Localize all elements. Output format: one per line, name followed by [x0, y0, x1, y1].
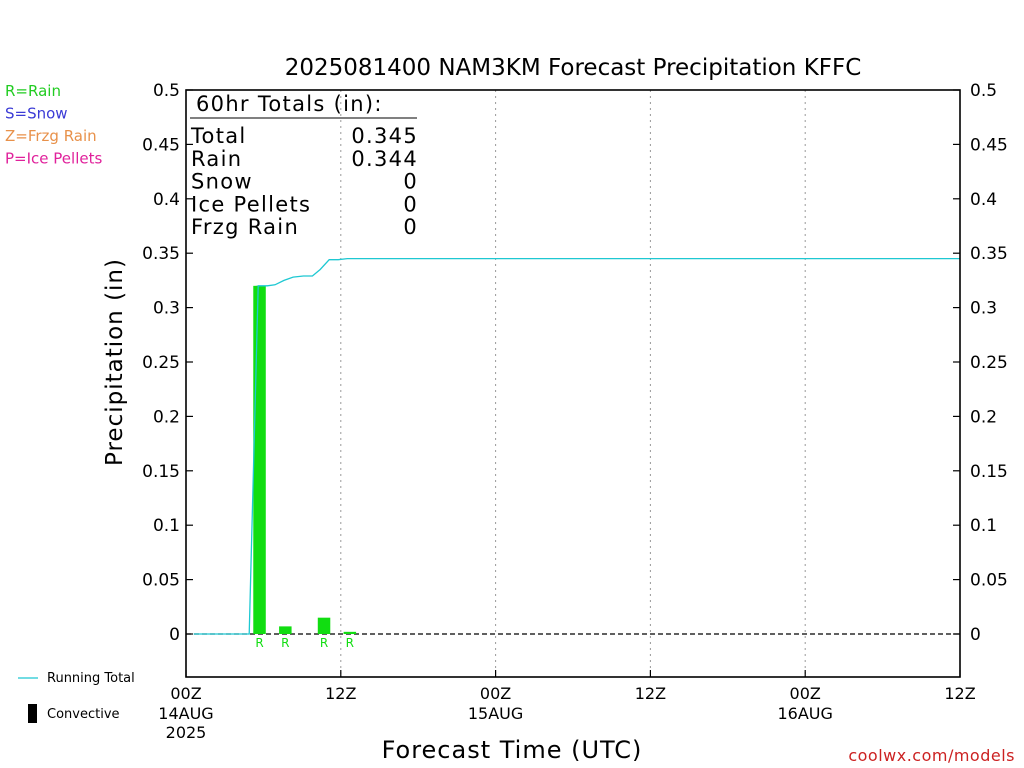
totals-row-value: 0: [403, 215, 418, 239]
totals-row-value: 0.344: [351, 147, 418, 171]
y-tick-label: 0: [169, 625, 180, 645]
precip-bar: [343, 631, 357, 634]
totals-heading: 60hr Totals (in):: [196, 92, 383, 116]
precip-bar: [317, 617, 331, 634]
y-tick-label: 0.35: [970, 244, 1008, 264]
precip-bar: [279, 626, 292, 634]
chart-title: 2025081400 NAM3KM Forecast Precipitation…: [285, 55, 862, 81]
y-axis-left: 0 0.05 0.1 0.15 0.2 0.25 0.3 0.35 0.4 0.45 0.5: [142, 81, 193, 645]
x-tick-label: 00Z: [480, 684, 511, 703]
vertical-gridlines: [340, 90, 806, 677]
precip-type-label: R: [346, 636, 354, 650]
totals-row-label: Total: [190, 124, 247, 148]
precip-type-label: R: [320, 636, 328, 650]
y-tick-label: 0.5: [153, 81, 180, 101]
x-axis-label: Forecast Time (UTC): [382, 736, 643, 764]
plot-frame: [185, 89, 961, 678]
y-tick-label: 0.3: [153, 299, 180, 319]
x-tick-label: 12Z: [944, 684, 975, 703]
totals-row-label: Rain: [191, 147, 242, 171]
convective-legend-swatch: [28, 704, 37, 723]
y-tick-label: 0.1: [970, 516, 997, 536]
y-tick-label: 0.15: [142, 462, 180, 482]
y-tick-label: 0.4: [970, 190, 997, 210]
x-tick-label: 00Z: [790, 684, 821, 703]
y-tick-label: 0.15: [970, 462, 1008, 482]
y-tick-label: 0.1: [153, 516, 180, 536]
credit-text: coolwx.com/models: [848, 746, 1015, 765]
x-tick-label: 12Z: [635, 684, 666, 703]
y-tick-label: 0.25: [142, 353, 180, 373]
y-tick-label: 0.45: [142, 135, 180, 155]
y-tick-label: 0.4: [153, 190, 180, 210]
y-tick-label: 0: [970, 625, 981, 645]
y-tick-label: 0.2: [153, 407, 180, 427]
precip-type-legend-entry: R=Rain: [5, 82, 61, 100]
y-tick-label: 0.05: [142, 571, 180, 591]
y-tick-label: 0.35: [142, 244, 180, 264]
convective-legend-label: Convective: [47, 707, 120, 722]
x-tick-sublabel: 14AUG: [158, 704, 213, 723]
totals-row-label: Snow: [191, 170, 253, 194]
x-tick-sublabel: 15AUG: [468, 704, 523, 723]
running-total-legend-label: Running Total: [47, 671, 135, 686]
totals-box: 60hr Totals (in): Total 0.345 Rain 0.344 Snow…: [190, 92, 418, 239]
totals-row-value: 0: [403, 170, 418, 194]
y-tick-label: 0.05: [970, 571, 1008, 591]
y-tick-label: 0.2: [970, 407, 997, 427]
x-tick-label: 00Z: [170, 684, 201, 703]
precip-type-label: R: [255, 636, 263, 650]
totals-row-value: 0: [403, 192, 418, 216]
precip-type-legend-entry: Z=Frzg Rain: [5, 127, 97, 145]
x-tick-label: 12Z: [325, 684, 356, 703]
totals-row-value: 0.345: [351, 124, 418, 148]
totals-row-label: Ice Pellets: [191, 192, 311, 216]
series-legend: Running Total Convective: [18, 671, 135, 723]
x-tick-sublabel: 16AUG: [777, 704, 832, 723]
convective-bar: [255, 285, 261, 634]
y-axis-right: 0 0.05 0.1 0.15 0.2 0.25 0.3 0.35 0.4 0.45 0.5: [953, 81, 1008, 645]
running-total-line: [193, 257, 960, 635]
y-tick-label: 0.45: [970, 135, 1008, 155]
precip-type-legend-entry: P=Ice Pellets: [5, 150, 102, 168]
precip-type-legend-entry: S=Snow: [5, 105, 68, 123]
precip-type-label: R: [281, 636, 289, 650]
precip-type-legend: R=Rain S=Snow Z=Frzg Rain P=Ice Pellets: [5, 82, 102, 168]
y-tick-label: 0.3: [970, 299, 997, 319]
y-axis-label: Precipitation (in): [102, 258, 128, 466]
y-tick-label: 0.5: [970, 81, 997, 101]
totals-row-label: Frzg Rain: [191, 215, 299, 239]
y-tick-label: 0.25: [970, 353, 1008, 373]
x-tick-sublabel: 2025: [166, 723, 207, 742]
